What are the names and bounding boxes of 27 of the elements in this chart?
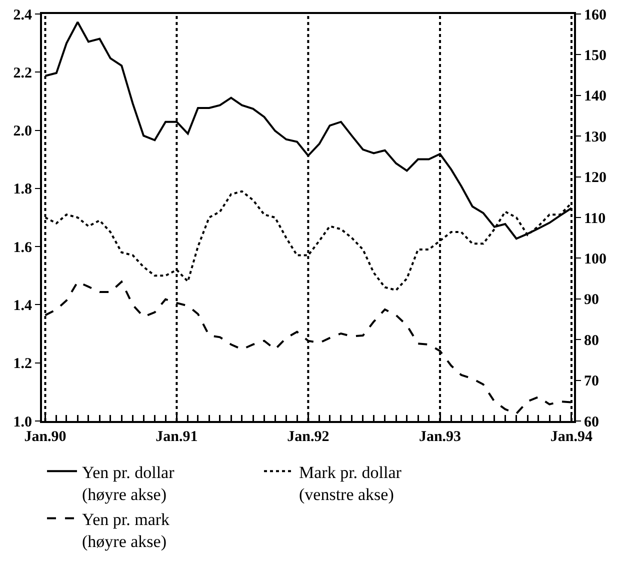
x-tick-label: Jan.94 bbox=[550, 429, 594, 445]
y-tick-label: 1.0 bbox=[13, 414, 32, 430]
y-tick-label: 2.2 bbox=[13, 65, 32, 82]
y2-tick-label: 80 bbox=[584, 332, 599, 349]
y2-tick-label: 130 bbox=[584, 129, 606, 146]
y-tick-label: 2.0 bbox=[13, 124, 32, 140]
legend-label: Yen pr. dollar (høyre akse) bbox=[82, 462, 175, 504]
y-tick-label: 2.4 bbox=[13, 7, 32, 24]
x-tick-label: Jan.90 bbox=[24, 429, 66, 445]
y-tick-label: 1.8 bbox=[13, 182, 32, 198]
y2-tick-label: 140 bbox=[584, 88, 606, 105]
y-tick-label: 1.2 bbox=[13, 356, 32, 372]
legend-label: Mark pr. dollar (venstre akse) bbox=[299, 462, 402, 504]
y2-tick-label: 110 bbox=[584, 210, 606, 227]
legend-label: Yen pr. mark (høyre akse) bbox=[82, 510, 170, 552]
x-tick-label: Jan.91 bbox=[156, 429, 198, 445]
y2-tick-label: 100 bbox=[584, 251, 606, 268]
y2-tick-label: 150 bbox=[584, 48, 606, 64]
y2-tick-label: 120 bbox=[584, 170, 606, 186]
y2-tick-label: 70 bbox=[584, 374, 599, 390]
y2-tick-label: 160 bbox=[584, 7, 606, 24]
y2-tick-label: 60 bbox=[584, 414, 599, 430]
x-tick-label: Jan.93 bbox=[418, 429, 462, 445]
y2-tick-label: 90 bbox=[584, 292, 599, 308]
y-tick-label: 1.6 bbox=[13, 240, 32, 256]
y-tick-label: 1.4 bbox=[13, 298, 32, 314]
x-tick-label: Jan.92 bbox=[287, 429, 330, 445]
